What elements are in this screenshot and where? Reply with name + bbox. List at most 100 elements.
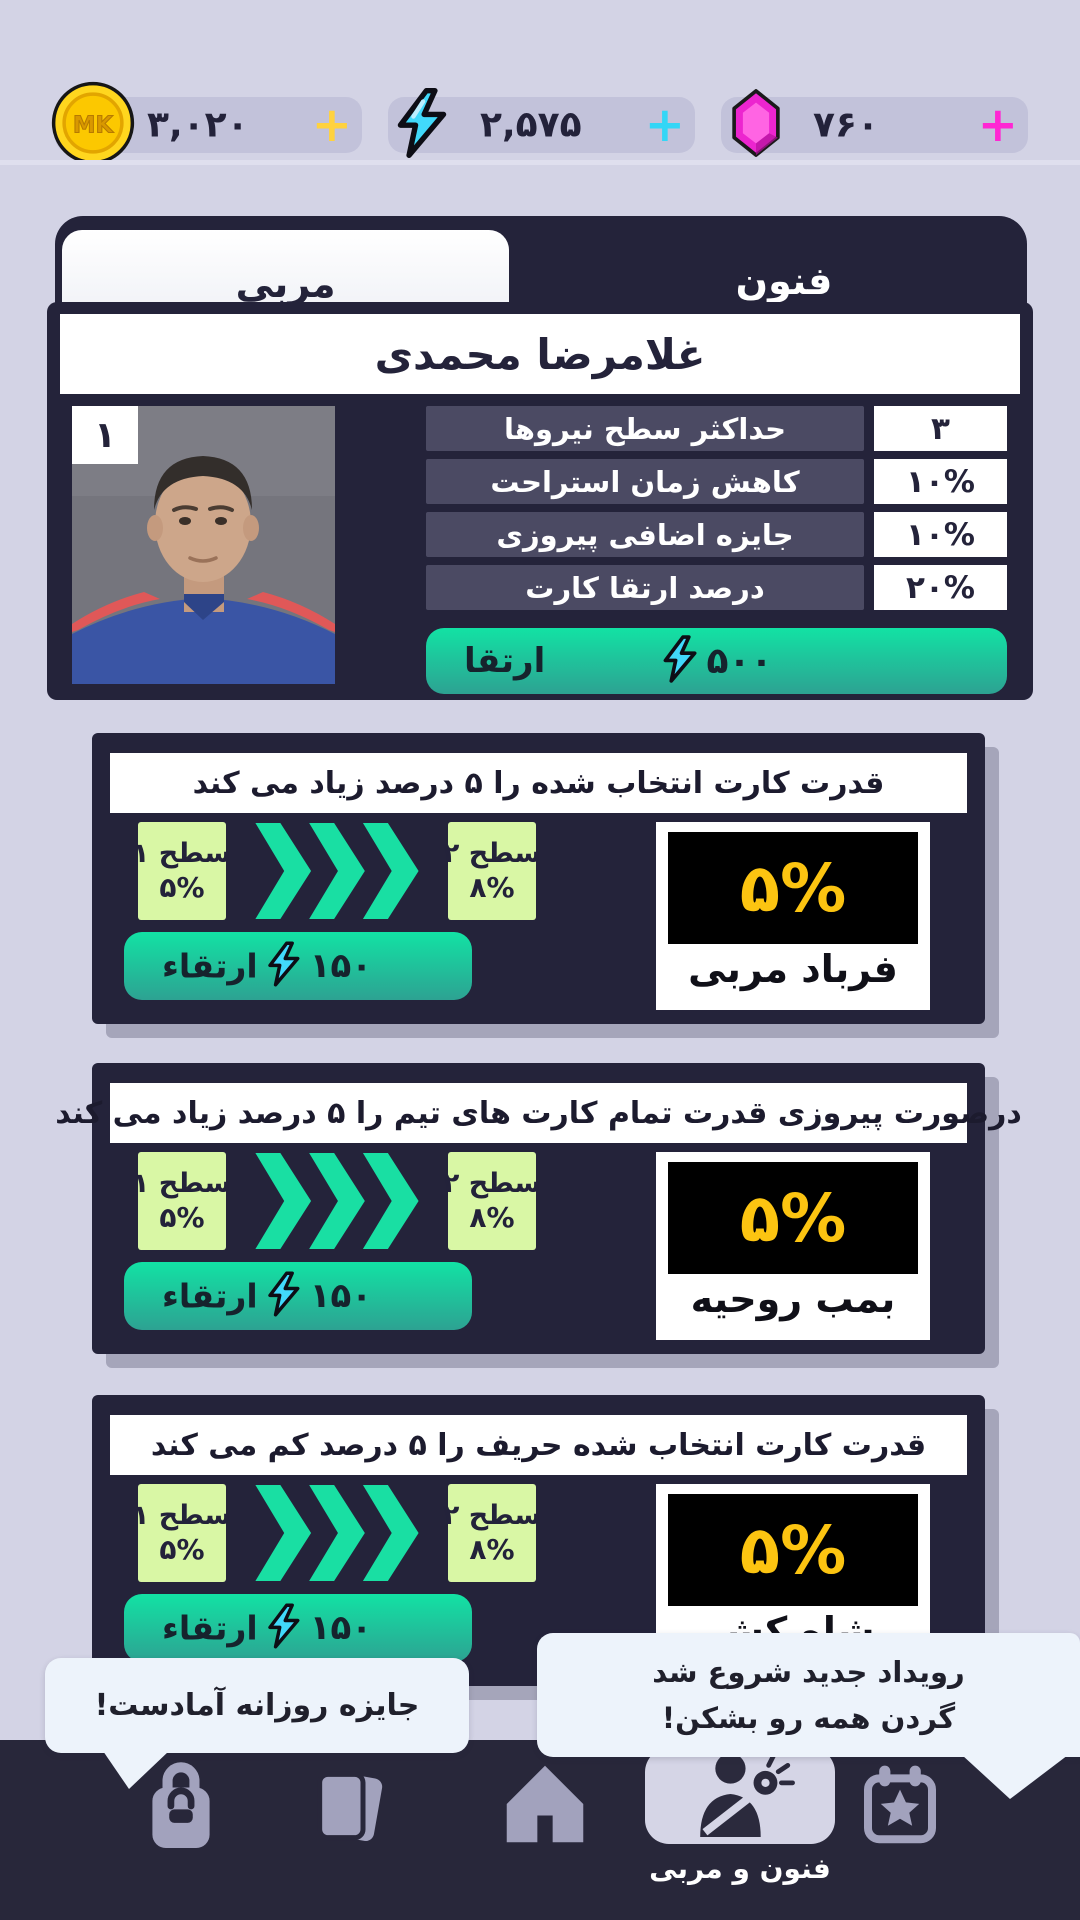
coach-body: ۱ حداکثر سطح نیروها ۳ کاهش زمان استراحت … [72,406,1007,694]
stat-row: جایزه اضافی پیروزی ۱۰% [426,512,1007,557]
upgrade-cost: ۱۵۰ [266,1271,372,1321]
upgrade-cost: ۱۵۰ [266,1603,372,1653]
level-2-box: سطح ۲ ۸% [443,1152,541,1250]
level-1-box: سطح ۱ ۵% [133,1152,231,1250]
chevrons-right-icon [240,822,434,920]
level-2-value: ۸% [469,1201,515,1234]
upgrade-cost: ۱۵۰ [266,941,372,991]
add-coins-button[interactable]: + [311,97,352,153]
level-1-value: ۵% [159,1533,205,1566]
level-1-value: ۵% [159,1201,205,1234]
add-energy-button[interactable]: + [644,97,685,153]
skill-description: قدرت کارت انتخاب شده حریف را ۵ درصد کم م… [110,1415,967,1475]
level-2-label: سطح ۲ [442,838,542,869]
skill-body: سطح ۱ ۵% سطح ۲ ۸% ارتقاء [110,822,967,1018]
level-2-value: ۸% [469,1533,515,1566]
coins-pill: MK ۳,۰۲۰ + [51,81,362,165]
daily-reward-toast[interactable]: جایزه روزانه آمادست! [45,1658,469,1789]
skill-name: فرباد مربی [688,947,898,991]
level-1-label: سطح ۱ [132,1500,232,1531]
coach-photo: ۱ [72,406,335,684]
stat-row: حداکثر سطح نیروها ۳ [426,406,1007,451]
cards-icon [308,1771,388,1854]
energy-pill: ۲,۵۷۵ + [388,88,695,158]
upgrade-label: ارتقاء [162,1608,258,1648]
new-event-toast[interactable]: رویداد جدید شروع شد گردن همه رو بشکن! [537,1633,1080,1799]
stat-label: جایزه اضافی پیروزی [426,512,864,557]
stat-value: ۱۰% [874,512,1007,557]
coin-letters: MK [73,113,115,139]
skill-percent: ۵% [668,1494,918,1606]
skill-levels: سطح ۱ ۵% سطح ۲ ۸% [133,822,541,920]
stat-row: درصد ارتقا کارت ۲۰% [426,565,1007,610]
coach-whistle-icon [684,1751,796,1841]
nav-item-skills-coach[interactable] [645,1748,835,1844]
bottom-nav: فنون و مربی [0,1740,1080,1920]
skill-card: قدرت کارت انتخاب شده را ۵ درصد زیاد می ک… [92,733,985,1024]
level-1-label: سطح ۱ [132,1168,232,1199]
level-1-label: سطح ۱ [132,838,232,869]
stat-label: حداکثر سطح نیروها [426,406,864,451]
stat-label: درصد ارتقا کارت [426,565,864,610]
upgrade-label: ارتقاء [162,946,258,986]
skill-upgrade-button[interactable]: ارتقاء ۱۵۰ [124,932,472,1000]
chevrons-right-icon [240,1152,434,1250]
skill-preview-card: ۵% فرباد مربی [656,822,930,1010]
coach-level-badge: ۱ [72,406,138,464]
stat-value: ۳ [874,406,1007,451]
coach-card: غلامرضا محمدی [47,302,1033,700]
gems-value: ۷۶۰ [813,104,879,146]
home-icon [501,1765,589,1850]
skill-upgrade-button[interactable]: ارتقاء ۱۵۰ [124,1262,472,1330]
calendar-star-icon [860,1765,940,1850]
skill-preview-card: ۵% بمب روحیه [656,1152,930,1340]
stat-row: کاهش زمان استراحت ۱۰% [426,459,1007,504]
level-1-value: ۵% [159,871,205,904]
upgrade-label: ارتقا [464,641,546,681]
nav-item-events[interactable] [860,1762,940,1850]
level-2-box: سطح ۲ ۸% [443,822,541,920]
bag-icon [144,1762,218,1854]
stat-value: ۱۰% [874,459,1007,504]
lightning-icon [266,941,302,991]
skill-description: درصورت پیروزی قدرت تمام کارت های تیم را … [55,1083,1022,1143]
topbar-divider [0,160,1080,165]
coach-upgrade-button[interactable]: ارتقا ۵۰۰ [426,628,1007,694]
currency-bar: MK ۳,۰۲۰ + ۲,۵۷۵ + [51,81,1028,165]
gems-pill: ۷۶۰ + [721,89,1028,157]
skill-description: قدرت کارت انتخاب شده را ۵ درصد زیاد می ک… [110,753,967,813]
tab-skills[interactable]: فنون [735,259,833,303]
skill-levels: سطح ۱ ۵% سطح ۲ ۸% [133,1152,541,1250]
energy-value: ۲,۵۷۵ [480,104,582,146]
nav-item-home[interactable] [501,1762,589,1850]
lightning-icon [661,635,699,687]
level-2-box: سطح ۲ ۸% [443,1484,541,1582]
coach-stats: حداکثر سطح نیروها ۳ کاهش زمان استراحت ۱۰… [426,406,1007,618]
upgrade-cost: ۵۰۰ [661,635,773,687]
active-nav-label: فنون و مربی [649,1852,831,1885]
lightning-icon [266,1603,302,1653]
skill-body: سطح ۱ ۵% سطح ۲ ۸% ارتقاء [110,1152,967,1348]
coins-value: ۳,۰۲۰ [147,104,249,146]
lightning-icon [394,88,450,162]
skill-upgrade-button[interactable]: ارتقاء ۱۵۰ [124,1594,472,1662]
toast-line-2: گردن همه رو بشکن! [661,1701,956,1735]
add-gems-button[interactable]: + [977,97,1018,153]
chevrons-right-icon [240,1484,434,1582]
lightning-icon [266,1271,302,1321]
cost-value: ۱۵۰ [309,1608,373,1648]
stat-value: ۲۰% [874,565,1007,610]
skill-name: بمب روحیه [690,1277,896,1321]
upgrade-label: ارتقاء [162,1276,258,1316]
skill-percent: ۵% [668,1162,918,1274]
coach-name: غلامرضا محمدی [60,314,1020,394]
level-2-label: سطح ۲ [442,1500,542,1531]
cost-value: ۱۵۰ [309,1276,373,1316]
nav-item-cards[interactable] [308,1762,388,1854]
coin-icon: MK [51,81,135,169]
cost-value: ۵۰۰ [706,640,773,682]
skill-percent: ۵% [668,832,918,944]
skill-card: درصورت پیروزی قدرت تمام کارت های تیم را … [55,1063,1022,1354]
level-2-label: سطح ۲ [442,1168,542,1199]
level-1-box: سطح ۱ ۵% [133,822,231,920]
